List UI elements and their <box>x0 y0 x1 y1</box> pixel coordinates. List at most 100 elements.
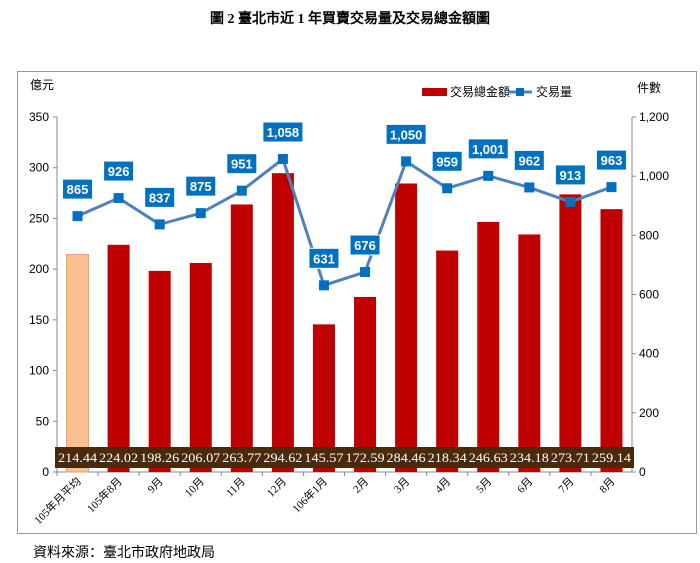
line-marker <box>606 182 617 193</box>
line-data-label-box <box>349 234 381 256</box>
line-data-label-box <box>62 178 94 200</box>
bar-data-label: 273.71 <box>551 450 590 465</box>
line-data-label: 926 <box>108 164 130 179</box>
bar-data-label: 214.44 <box>58 450 98 465</box>
line-marker <box>154 219 165 230</box>
right-tick-label: 200 <box>639 406 659 420</box>
bar-data-label: 145.57 <box>304 450 344 465</box>
left-tick-label: 150 <box>29 313 49 327</box>
left-tick-label: 250 <box>29 211 49 225</box>
line-data-label: 913 <box>560 168 582 183</box>
volume-line <box>76 156 612 288</box>
bar <box>354 296 377 472</box>
left-tick-label: 300 <box>29 161 49 175</box>
bar <box>477 221 500 472</box>
line-data-label: 865 <box>67 182 89 197</box>
line-marker <box>113 193 124 204</box>
legend-bar-label: 交易總金額 <box>450 84 510 99</box>
chart-frame <box>17 71 697 534</box>
left-tick-label: 200 <box>29 262 49 276</box>
line-marker <box>277 154 288 165</box>
right-tick-label: 1,000 <box>639 169 669 183</box>
line-data-label-box <box>513 149 545 171</box>
bar <box>107 244 130 472</box>
right-tick-label: 400 <box>639 347 659 361</box>
chart-title: 圖 2 臺北市近 1 年買賣交易量及交易總金額圖 <box>210 12 490 27</box>
bar-data-label: 224.02 <box>99 450 138 465</box>
bar-data-label: 206.07 <box>181 450 221 465</box>
line-data-label: 951 <box>231 157 253 172</box>
bar-data-label: 198.26 <box>140 450 180 465</box>
x-tick-label: 3月 <box>392 476 412 496</box>
line-data-label-box <box>185 175 217 197</box>
x-tick-label: 7月 <box>556 476 576 496</box>
bar <box>559 194 582 472</box>
left-tick-label: 0 <box>42 465 49 479</box>
line-data-label-box <box>467 138 509 160</box>
bar-data-label: 294.62 <box>263 450 302 465</box>
line-data-label: 1,050 <box>390 127 423 142</box>
source-note: 資料來源：臺北市政府地政局 <box>33 546 215 561</box>
bar-data-label: 172.59 <box>346 450 385 465</box>
x-tick-label: 2月 <box>351 476 371 496</box>
bar <box>66 253 90 473</box>
x-tick-label: 9月 <box>146 476 166 496</box>
x-tick-label: 106年1月 <box>289 474 330 515</box>
line-data-label-box <box>226 153 258 175</box>
left-axis-label: 億元 <box>30 78 54 92</box>
x-tick-label: 105年月平均 <box>31 474 84 527</box>
x-tick-label: 10月 <box>183 476 207 500</box>
line-marker <box>524 182 535 193</box>
bar <box>312 324 335 472</box>
bar-data-label: 234.18 <box>510 450 549 465</box>
line-data-label-box <box>431 150 463 172</box>
bar-data-label: 284.46 <box>387 450 427 465</box>
line-data-label-box <box>595 149 627 171</box>
line-marker <box>195 208 206 219</box>
bar <box>600 209 623 472</box>
x-tick-label: 5月 <box>474 476 494 496</box>
bar <box>230 204 253 472</box>
bar-data-label: 218.34 <box>428 450 468 465</box>
line-data-label-box <box>262 121 304 143</box>
line-data-label: 875 <box>190 179 212 194</box>
line-data-label: 631 <box>313 251 335 266</box>
line-data-label: 962 <box>518 153 540 168</box>
legend-bar-swatch <box>422 88 447 96</box>
line-marker <box>318 280 329 291</box>
bar <box>518 234 541 472</box>
line-marker <box>565 196 576 207</box>
line-marker <box>360 267 371 278</box>
bar-data-label: 246.63 <box>469 450 508 465</box>
right-tick-label: 800 <box>639 228 659 242</box>
bar-label-band <box>55 447 634 468</box>
line-marker <box>72 211 83 222</box>
line-data-label: 1,058 <box>267 125 300 140</box>
line-data-label-box <box>308 247 340 269</box>
line-data-label: 963 <box>601 153 623 168</box>
x-tick-label: 12月 <box>265 476 289 500</box>
line-data-label-box <box>554 164 586 186</box>
bar-data-label: 263.77 <box>222 450 262 465</box>
bar <box>189 262 212 472</box>
line-data-label: 1,001 <box>472 142 505 157</box>
right-tick-label: 600 <box>639 288 659 302</box>
line-data-label: 837 <box>149 190 171 205</box>
bar <box>271 173 294 472</box>
left-tick-label: 50 <box>36 414 50 428</box>
x-tick-label: 8月 <box>597 476 617 496</box>
bar <box>148 270 171 472</box>
line-marker <box>442 183 453 194</box>
line-marker <box>236 185 247 196</box>
legend-line-marker <box>516 88 524 96</box>
left-tick-label: 100 <box>29 364 49 378</box>
line-marker <box>483 170 494 181</box>
line-data-label-box <box>385 123 427 145</box>
line-data-label: 959 <box>436 154 458 169</box>
x-tick-label: 4月 <box>433 476 453 496</box>
right-axis-label: 件數 <box>637 81 661 95</box>
x-tick-label: 11月 <box>224 476 248 500</box>
bar-data-label: 259.14 <box>592 450 632 465</box>
legend-line-label: 交易量 <box>536 84 572 99</box>
